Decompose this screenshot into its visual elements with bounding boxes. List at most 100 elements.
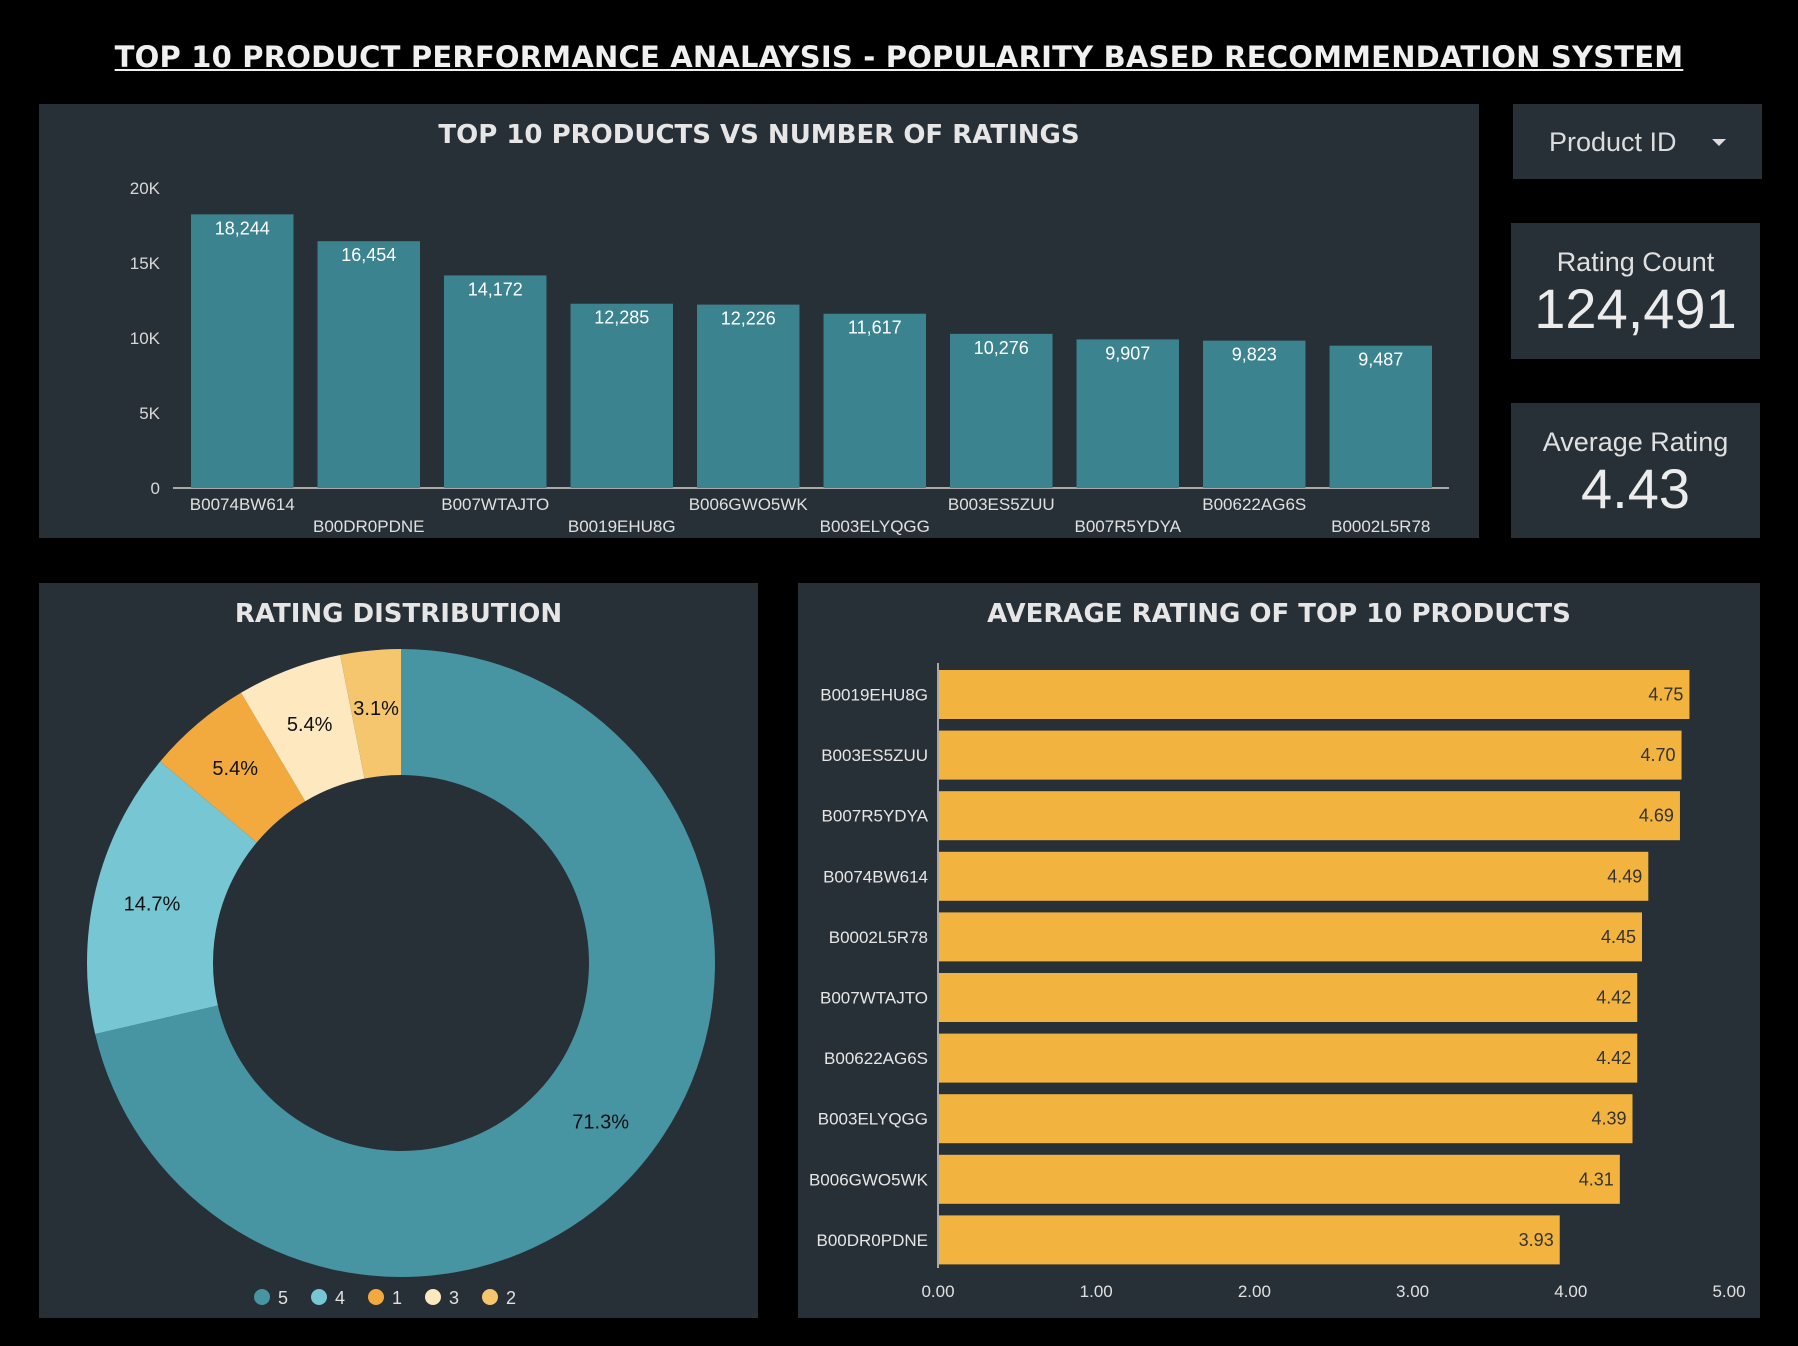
bar-value-label: 4.75	[1648, 685, 1683, 705]
x-tick-label: 5.00	[1712, 1282, 1745, 1301]
y-tick-label: B003ELYQGG	[818, 1110, 928, 1129]
bar-value-label: 4.42	[1596, 1048, 1631, 1068]
legend-label: 5	[278, 1288, 288, 1308]
bar-value-label: 9,823	[1232, 345, 1277, 365]
y-tick-label: B00DR0PDNE	[817, 1231, 929, 1250]
bar	[939, 791, 1680, 841]
bar-value-label: 18,244	[215, 218, 270, 238]
bar-value-label: 4.31	[1579, 1169, 1614, 1189]
y-tick-label: B0019EHU8G	[820, 686, 928, 705]
legend-label: 1	[392, 1288, 402, 1308]
x-tick-label: B007WTAJTO	[441, 495, 549, 514]
rating-count-label: Rating Count	[1556, 247, 1715, 277]
bar	[697, 304, 800, 488]
pie-slice-label: 71.3%	[572, 1112, 629, 1134]
x-tick-label: B003ELYQGG	[820, 517, 930, 536]
pie-slice-label: 14.7%	[124, 894, 181, 916]
y-tick-label: 15K	[130, 254, 161, 273]
y-tick-label: B00622AG6S	[824, 1049, 928, 1068]
x-tick-label: B007R5YDYA	[1075, 517, 1182, 536]
legend-label: 2	[506, 1288, 516, 1308]
bar-value-label: 11,617	[848, 318, 902, 338]
bar-value-label: 4.49	[1607, 866, 1642, 886]
x-tick-label: B00DR0PDNE	[313, 517, 425, 536]
legend-marker	[482, 1289, 498, 1305]
legend-marker	[311, 1289, 327, 1305]
pie-slice	[95, 649, 715, 1277]
ratings-count-chart: 0 5K 10K 15K 20K 18,244 B0074BW614 16,454 B00DR0…	[130, 179, 1449, 536]
bar-value-label: 4.45	[1601, 927, 1636, 947]
average-rating-label: Average Rating	[1542, 427, 1729, 457]
y-tick-label: B003ES5ZUU	[821, 746, 928, 765]
bar-value-label: 4.39	[1591, 1109, 1626, 1129]
y-tick-label: B0002L5R78	[829, 928, 928, 947]
bar-value-label: 12,226	[721, 309, 776, 329]
bar-value-label: 10,276	[974, 338, 1029, 358]
legend-label: 3	[449, 1288, 459, 1308]
product-id-dropdown-label: Product ID	[1549, 127, 1677, 157]
y-tick-label: 20K	[130, 179, 161, 198]
x-tick-label: B0019EHU8G	[568, 517, 676, 536]
y-tick-label: B007WTAJTO	[820, 989, 928, 1008]
legend-marker	[425, 1289, 441, 1305]
rating-distribution-panel: RATING DISTRIBUTION 71.3% 14.7% 5.4% 5.4% 3.…	[39, 583, 758, 1318]
bar-value-label: 14,172	[468, 279, 523, 299]
average-rating-chart-title: AVERAGE RATING OF TOP 10 PRODUCTS	[987, 599, 1571, 629]
bar-value-label: 12,285	[594, 308, 649, 328]
bar	[570, 303, 673, 488]
y-tick-label: B006GWO5WK	[809, 1170, 929, 1189]
x-tick-label: B003ES5ZUU	[948, 495, 1055, 514]
bar	[823, 313, 926, 488]
legend-marker	[254, 1289, 270, 1305]
y-tick-label: 5K	[139, 404, 160, 423]
bar	[939, 1215, 1560, 1265]
rating-distribution-chart: 71.3% 14.7% 5.4% 5.4% 3.1% 5 4 1 3 2	[86, 649, 715, 1308]
product-id-dropdown[interactable]: Product ID	[1513, 104, 1762, 179]
bar	[939, 973, 1638, 1022]
x-tick-label: B0002L5R78	[1331, 517, 1430, 536]
bar	[1203, 340, 1306, 488]
bar-value-label: 4.69	[1639, 806, 1674, 826]
x-tick-label: 3.00	[1396, 1282, 1429, 1301]
bar-value-label: 3.93	[1519, 1230, 1554, 1250]
average-rating-card: Average Rating 4.43	[1511, 403, 1760, 538]
y-tick-label: 0	[151, 479, 160, 498]
ratings-count-chart-title: TOP 10 PRODUCTS VS NUMBER OF RATINGS	[438, 120, 1080, 150]
ratings-count-chart-panel: TOP 10 PRODUCTS VS NUMBER OF RATINGS 0 5K…	[39, 104, 1479, 538]
bar	[939, 851, 1649, 901]
bar	[1076, 339, 1179, 488]
x-tick-label: 4.00	[1554, 1282, 1587, 1301]
average-rating-value: 4.43	[1581, 457, 1690, 520]
pie-slice	[340, 649, 401, 779]
y-tick-label: 10K	[130, 329, 161, 348]
average-rating-chart: 4.75 B0019EHU8G 4.70 B003ES5ZUU 4.69 B007R5YD…	[809, 663, 1746, 1301]
rating-count-card: Rating Count 124,491	[1511, 223, 1760, 359]
pie-slice-label: 3.1%	[353, 698, 399, 720]
pie-slice-label: 5.4%	[287, 714, 333, 736]
bar-value-label: 4.70	[1640, 745, 1675, 765]
bar	[939, 1154, 1620, 1204]
x-tick-label: 2.00	[1238, 1282, 1271, 1301]
x-tick-label: B0074BW614	[190, 495, 295, 514]
x-tick-label: 0.00	[921, 1282, 954, 1301]
bar	[317, 241, 420, 488]
average-rating-chart-panel: AVERAGE RATING OF TOP 10 PRODUCTS 4.75 B0…	[798, 583, 1760, 1318]
bar	[939, 1033, 1638, 1083]
bar-value-label: 4.42	[1596, 988, 1631, 1008]
pie-slice	[241, 654, 365, 802]
y-tick-label: B0074BW614	[823, 867, 928, 886]
x-tick-label: 1.00	[1080, 1282, 1113, 1301]
bar	[939, 1094, 1633, 1144]
bar-value-label: 16,454	[341, 245, 396, 265]
legend-marker	[368, 1289, 384, 1305]
legend-label: 4	[335, 1288, 345, 1308]
x-tick-label: B00622AG6S	[1202, 495, 1306, 514]
page-title: TOP 10 PRODUCT PERFORMANCE ANALAYSIS - P…	[114, 40, 1684, 74]
x-tick-label: B006GWO5WK	[689, 495, 809, 514]
bar	[939, 912, 1642, 962]
bar	[444, 275, 547, 488]
chevron-down-icon[interactable]	[1712, 139, 1726, 146]
bar	[191, 214, 294, 488]
pie-slice	[86, 761, 257, 1034]
y-tick-label: B007R5YDYA	[822, 807, 929, 826]
